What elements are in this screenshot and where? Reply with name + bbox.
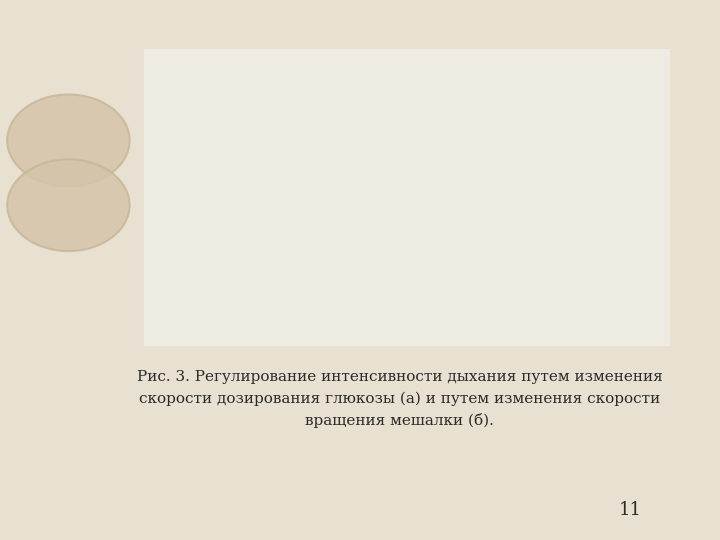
- Text: $t$: $t$: [650, 317, 658, 333]
- Text: 11: 11: [618, 502, 642, 519]
- Text: б: б: [521, 253, 534, 272]
- Text: Рис. 3. Регулирование интенсивности дыхания путем изменения
скорости дозирования: Рис. 3. Регулирование интенсивности дыха…: [137, 370, 662, 429]
- Text: $B_{co_2}$: $B_{co_2}$: [149, 79, 176, 98]
- Text: а: а: [340, 253, 352, 272]
